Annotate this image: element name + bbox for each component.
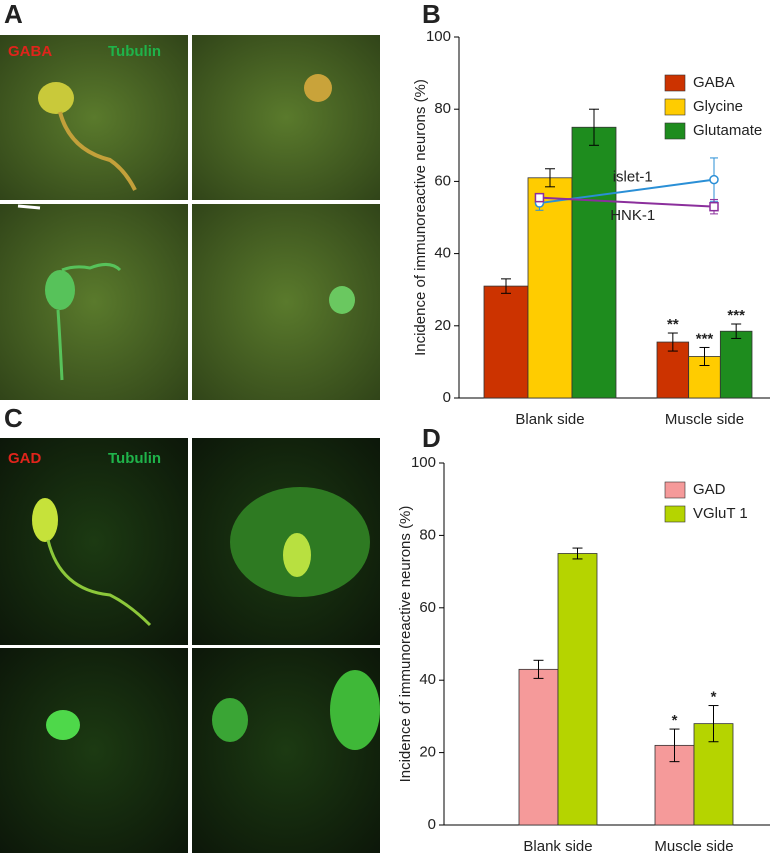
legend-label: GAD [693,481,726,498]
error-bar [533,659,544,679]
error-bar [589,108,599,146]
bar [483,285,529,399]
legend-swatch [664,98,686,116]
cell [283,533,311,577]
legend-swatch [664,74,686,92]
legend-label: Glycine [693,98,743,115]
error-bar [669,728,680,763]
error-bar [731,323,742,339]
y-tick-label: 100 [426,28,451,45]
legend-swatch [664,505,686,523]
chart: 0 20 40 60 80 100 Incidence of immunoreactive … [412,28,770,428]
cell [330,670,380,750]
y-axis-label: Incidence of immunoreactive neurons (%) [397,506,414,783]
y-tick-label: 40 [419,671,436,688]
y-tick-label: 20 [419,744,436,761]
error-bar [572,547,583,560]
y-tick-label: 60 [419,599,436,616]
cell [38,82,74,114]
error-bar [501,278,511,294]
line-marker [709,201,719,212]
x-tick-label: Blank side [515,411,584,428]
micrograph [0,35,188,200]
significance: * [672,712,678,729]
y-tick-label: 100 [411,454,436,471]
micrograph [192,35,380,200]
line-label: islet-1 [613,168,653,185]
legend-label: GABA [693,74,735,91]
panel-label: B [422,0,441,29]
bar [557,553,598,826]
x-tick-label: Blank side [523,838,592,853]
micrograph [0,204,188,400]
y-axis-label: Incidence of immunoreactive neurons (%) [412,79,429,356]
panel-label: D [422,423,441,453]
error-bar [545,168,555,188]
bar [518,668,559,826]
panel-label: A [4,0,23,29]
y-tick-label: 0 [428,816,436,833]
stain-label: Tubulin [108,43,161,60]
cell [329,286,355,314]
micrographs-c [0,438,380,853]
cell [45,270,75,310]
micrograph [0,438,188,645]
significance: *** [696,330,714,347]
neurite [56,263,122,381]
line-marker [709,174,719,185]
y-tick-label: 60 [434,172,451,189]
x-tick-label: Muscle side [665,411,744,428]
panel-label: C [4,403,23,433]
bar [719,330,753,399]
bar [571,126,617,399]
significance: ** [667,316,679,333]
error-bar [667,332,678,352]
cell [46,710,80,740]
y-tick-label: 20 [434,317,451,334]
cell [32,498,58,542]
stain-label: Tubulin [108,450,161,467]
line-label: HNK-1 [610,207,655,224]
x-tick-label: Muscle side [654,838,733,853]
scale-bar [17,204,41,210]
cell [304,74,332,102]
bar [527,177,573,399]
y-tick-label: 80 [419,526,436,543]
micrographs-a [0,35,380,400]
line-series [539,196,715,208]
significance: * [711,689,717,706]
stain-label: GABA [8,43,52,60]
neurite [58,111,137,191]
error-bar [708,705,719,743]
legend-label: Glutamate [693,122,762,139]
legend-swatch [664,481,686,499]
legend-swatch [664,122,686,140]
bar [656,341,690,399]
y-tick-label: 0 [443,389,451,406]
micrograph [0,648,188,853]
line-marker [534,192,545,203]
cell [212,698,248,742]
y-tick-label: 80 [434,100,451,117]
stain-label: GAD [8,450,42,467]
chart: 0 20 40 60 80 100 Incidence of immunoreactive … [397,454,770,855]
significance: *** [727,307,745,324]
error-bar [699,346,710,367]
y-tick-label: 40 [434,245,451,262]
legend-label: VGluT 1 [693,505,748,522]
neurite [46,539,152,627]
